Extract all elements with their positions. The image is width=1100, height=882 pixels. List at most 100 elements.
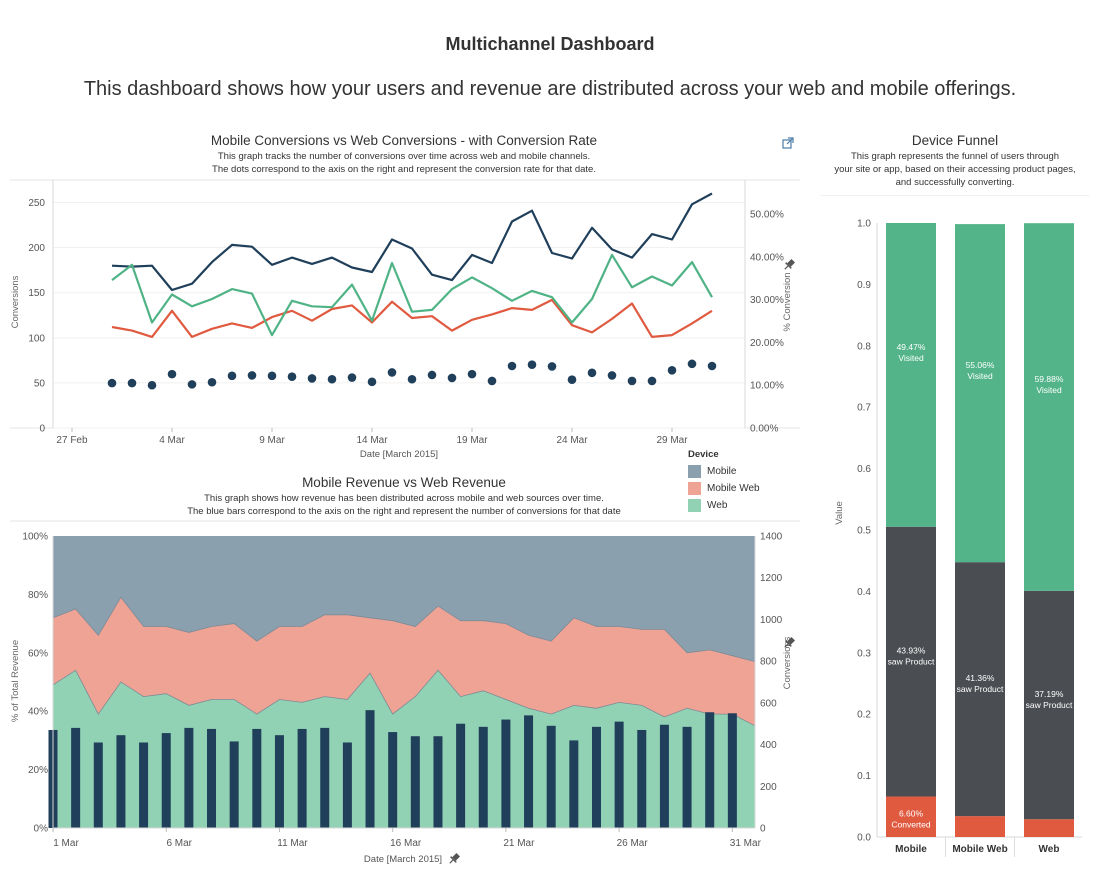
web-area-edge <box>52 669 756 727</box>
conversions-bar <box>93 742 103 828</box>
conversions-subtitle-line-2: The dots correspond to the axis on the r… <box>212 164 596 175</box>
conversion-rate-dot <box>387 368 397 377</box>
conversions-bar <box>614 721 624 828</box>
conversions-bar <box>207 728 217 828</box>
pin-icon[interactable] <box>782 636 796 650</box>
conversion-rate-dot <box>527 360 537 370</box>
mobile-area <box>53 536 755 662</box>
x-tick-label: 26 Mar <box>617 838 649 849</box>
conversions-bar <box>524 715 534 828</box>
conversions-chart-title: Mobile Conversions vs Web Conversions - … <box>210 133 598 148</box>
conversions-bar <box>297 728 307 828</box>
y2-tick-label: 1000 <box>760 615 783 626</box>
legend-item-mobile-web[interactable]: Mobile Web <box>688 480 798 497</box>
funnel-data-label: 37.19% <box>1035 689 1064 699</box>
pin-icon[interactable] <box>447 852 461 866</box>
legend-label-mobile: Mobile <box>707 466 737 477</box>
funnel-bar-saw-product <box>955 562 1005 817</box>
y-tick-label: 100 <box>28 333 45 344</box>
funnel-data-label: Converted <box>891 820 930 830</box>
x-tick-label: 6 Mar <box>166 838 192 849</box>
legend-swatch-web <box>688 499 701 512</box>
conversions-bar <box>184 727 194 828</box>
x-category-label: Web <box>1039 844 1060 855</box>
conversions-bar <box>727 713 737 828</box>
legend-item-web[interactable]: Web <box>688 497 798 514</box>
conversion-rate-dot <box>187 380 197 389</box>
x-tick-label: 29 Mar <box>656 435 688 446</box>
y-tick-label: 50 <box>34 378 46 389</box>
y2-tick-label: 20.00% <box>750 338 784 349</box>
y-tick-label: 1.0 <box>857 219 871 230</box>
conversion-rate-dot <box>647 376 657 386</box>
y-tick-label: 100% <box>22 532 48 543</box>
y-tick-label: 0.9 <box>857 280 871 291</box>
funnel-bar-converted <box>955 816 1005 837</box>
y-tick-label: 150 <box>28 288 45 299</box>
funnel-bar-visited <box>886 223 936 527</box>
y-tick-label: 20% <box>28 765 48 776</box>
mobile-line <box>111 192 713 292</box>
x-tick-label: 4 Mar <box>159 435 185 446</box>
y-tick-label: 60% <box>28 648 48 659</box>
revenue-chart-title: Mobile Revenue vs Web Revenue <box>302 475 506 490</box>
funnel-bar-saw-product <box>1024 590 1074 820</box>
y-tick-label: 0.3 <box>857 648 871 659</box>
revenue-chart: 0% 20% 40% 60% 80% 100% 0 200 400 600 800 1000 1200 1… <box>10 520 800 866</box>
funnel-data-label: 59.88% <box>1035 374 1064 384</box>
conversion-rate-dot <box>627 376 637 386</box>
y-tick-label: 0% <box>34 824 49 835</box>
y2-tick-label: 1200 <box>760 573 783 584</box>
funnel-data-label: saw Product <box>1026 700 1073 710</box>
funnel-data-label: 49.47% <box>897 342 926 352</box>
conversions-bar <box>705 712 715 828</box>
conversions-bar <box>252 728 262 828</box>
funnel-bar-converted <box>1024 819 1074 837</box>
web-line <box>111 253 713 337</box>
conversions-bar <box>71 727 81 828</box>
y2-tick-label: 400 <box>760 740 777 751</box>
legend-label-mobile-web: Mobile Web <box>707 483 760 494</box>
conversion-rate-dot <box>587 368 597 378</box>
conversions-bar <box>478 726 488 828</box>
y2-tick-label: 0.00% <box>750 424 778 435</box>
y-tick-label: 0.8 <box>857 341 871 352</box>
dashboard-subtitle: This dashboard shows how your users and … <box>83 78 1017 100</box>
y-tick-label: 0 <box>39 424 45 435</box>
legend-swatch-mobile-web <box>688 482 701 495</box>
x-axis-title: Date [March 2015] <box>360 449 438 460</box>
y2-tick-label: 1400 <box>760 532 783 543</box>
conversion-rate-dot <box>547 362 557 371</box>
conversion-rate-dot <box>467 369 477 379</box>
funnel-chart-subtitle: This graph represents the funnel of user… <box>810 150 1100 189</box>
device-legend: Device Mobile Mobile Web Web <box>688 449 798 514</box>
conversion-rate-dot <box>347 373 357 382</box>
pin-icon[interactable] <box>782 258 796 272</box>
conversions-chart: 0 50 100 150 200 250 0.00% 10.00% 20.00% 30.00% 40… <box>10 179 800 460</box>
funnel-chart-title: Device Funnel <box>911 133 999 148</box>
conversion-rate-dot <box>367 377 377 387</box>
x-tick-label: 27 Feb <box>56 435 88 446</box>
mobile-web-line <box>111 298 713 338</box>
external-link-icon[interactable] <box>782 136 794 149</box>
y2-tick-label: 0 <box>760 824 766 835</box>
conversion-rate-dot <box>167 369 177 379</box>
x-tick-label: 16 Mar <box>390 838 422 849</box>
conversion-rate-dot <box>407 374 417 384</box>
mobile-web-area <box>53 597 755 726</box>
y2-tick-label: 200 <box>760 782 777 793</box>
conversions-bar <box>342 742 352 828</box>
conversion-rate-dot <box>607 371 617 380</box>
revenue-chart-subtitle: This graph shows how revenue has been di… <box>0 492 808 518</box>
x-axis-title: Date [March 2015] <box>364 854 442 865</box>
conversion-rate-dot <box>287 372 297 381</box>
legend-swatch-mobile <box>688 465 701 478</box>
funnel-subtitle-line-3: and successfully converting. <box>895 177 1015 188</box>
legend-item-mobile[interactable]: Mobile <box>688 463 798 480</box>
conversions-bar <box>591 726 601 828</box>
y-tick-label: 0.7 <box>857 403 871 414</box>
y-tick-label: 250 <box>28 198 45 209</box>
conversions-subtitle-line-1: This graph tracks the number of conversi… <box>217 151 591 162</box>
conversion-rate-dot <box>227 371 237 381</box>
funnel-bar-saw-product <box>886 526 936 797</box>
